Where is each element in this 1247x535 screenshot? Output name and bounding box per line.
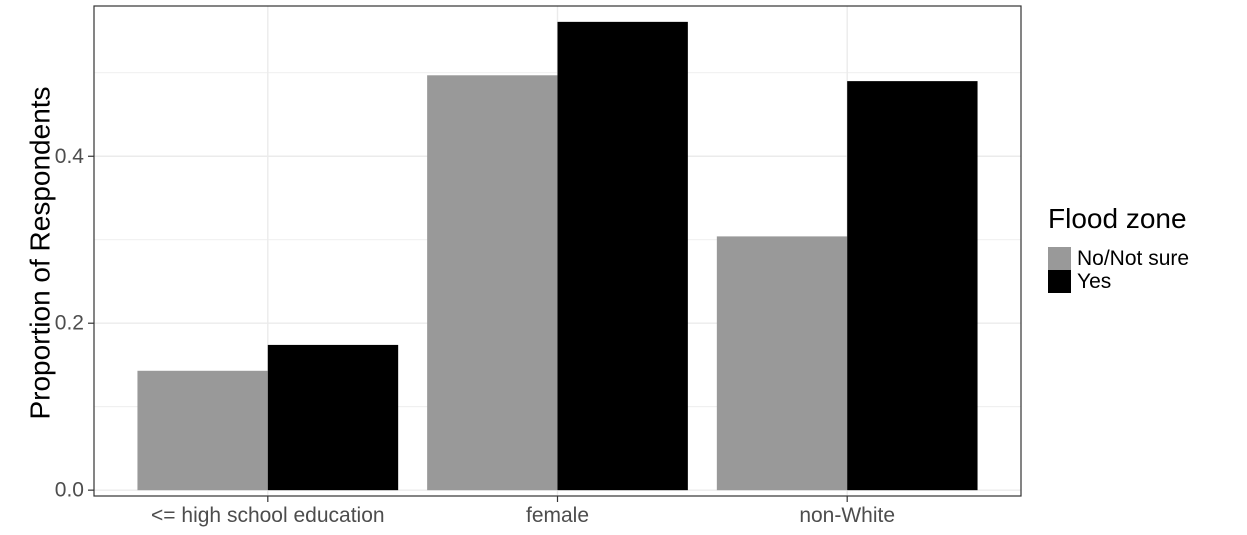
x-tick-label: <= high school education bbox=[151, 504, 385, 527]
y-axis-title: Proportion of Respondents bbox=[25, 86, 56, 419]
y-tick-label: 0.4 bbox=[55, 145, 85, 168]
bar-no-not-sure-3 bbox=[716, 236, 848, 491]
legend-key-no-not-sure bbox=[1048, 247, 1071, 270]
y-tick-label: 0.2 bbox=[55, 312, 84, 335]
bar-yes-1 bbox=[267, 344, 399, 491]
bar-no-not-sure-1 bbox=[137, 370, 268, 491]
y-tick-label: 0.0 bbox=[55, 479, 84, 502]
legend-key-yes bbox=[1048, 270, 1071, 293]
bar-yes-3 bbox=[847, 81, 978, 491]
bar-yes-2 bbox=[557, 21, 688, 491]
bar-no-not-sure-2 bbox=[427, 75, 558, 491]
bars bbox=[137, 21, 978, 491]
legend-label: No/Not sure bbox=[1077, 247, 1189, 270]
x-tick-label: female bbox=[526, 504, 589, 527]
y-axis: 0.0 0.2 0.4 bbox=[55, 145, 94, 502]
x-axis: <= high school education female non-White bbox=[151, 496, 895, 527]
legend-title: Flood zone bbox=[1048, 203, 1187, 234]
legend-label: Yes bbox=[1077, 270, 1111, 293]
x-tick-label: non-White bbox=[799, 504, 895, 527]
